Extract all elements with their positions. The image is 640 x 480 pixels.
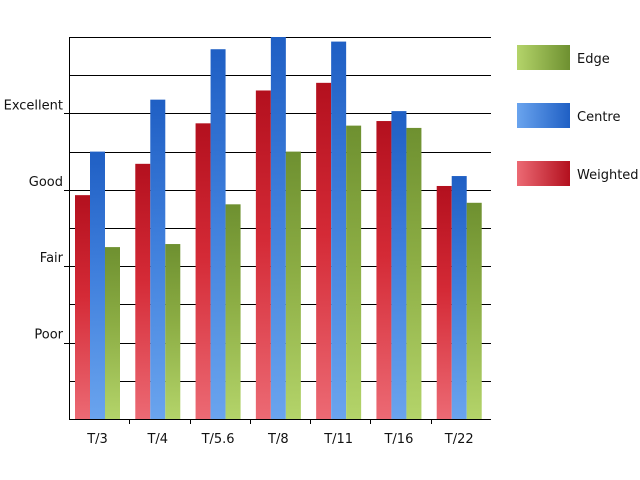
x-tick-label: T/8 [267,432,289,447]
x-tick-label: T/3 [86,432,108,447]
bar-centre-t-22 [451,176,467,419]
legend-swatch-weighted [517,161,570,186]
x-tick-label: T/16 [383,432,413,447]
y-tick-label: Poor [34,328,63,343]
y-tick-label: Good [29,175,63,190]
bar-edge-t-4 [165,244,181,419]
bar-centre-t-11 [331,41,347,420]
bar-weighted-t-4 [135,163,151,419]
legend: Edge Centre Weighted [517,45,639,186]
bar-edge-t-8 [285,151,301,419]
bar-weighted-t-11 [316,82,332,419]
y-tick-label: Excellent [4,98,63,113]
axes [64,37,491,424]
y-axis-labels: Poor Fair Good Excellent [4,98,64,342]
bar-weighted-t-5-6 [195,123,211,419]
legend-label-edge: Edge [577,52,610,67]
bar-edge-t-11 [346,125,362,420]
x-tick-label: T/4 [146,432,168,447]
bar-centre-t-5-6 [210,49,226,419]
x-tick-label: T/11 [323,432,353,447]
bar-weighted-t-16 [376,121,392,419]
bar-centre-t-16 [391,111,407,419]
bars [75,37,482,420]
legend-swatch-edge [517,45,570,70]
bar-edge-t-3 [105,247,120,419]
x-tick-label: T/22 [444,432,474,447]
legend-label-centre: Centre [577,110,620,125]
legend-label-weighted: Weighted [577,168,639,183]
bar-edge-t-5-6 [225,204,241,419]
x-tick-label: T/5.6 [201,432,235,447]
bar-centre-t-8 [270,37,286,419]
bar-weighted-t-3 [75,195,90,419]
bar-weighted-t-22 [436,185,452,419]
x-axis-labels: T/3 T/4 T/5.6 T/8 T/11 T/16 T/22 [86,432,473,447]
bar-weighted-t-8 [255,90,271,419]
legend-swatch-centre [517,103,570,128]
bar-centre-t-4 [150,99,166,419]
bar-edge-t-16 [406,127,422,419]
y-tick-label: Fair [40,251,64,266]
bar-edge-t-22 [466,202,482,419]
bar-centre-t-3 [90,151,105,419]
